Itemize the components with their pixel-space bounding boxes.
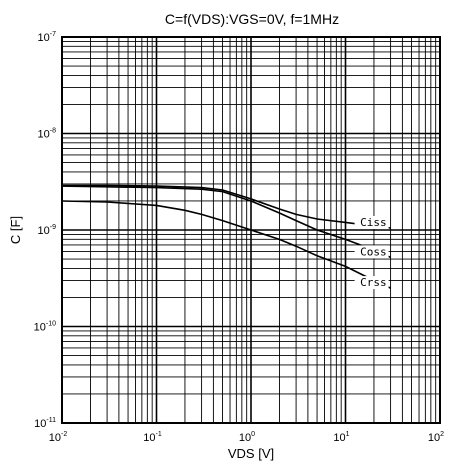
- series-label-ciss: Ciss: [360, 216, 387, 229]
- x-tick-exponent: -1: [156, 431, 162, 438]
- y-tick-label: 10-9: [38, 224, 57, 237]
- plot-series: Ciss Coss Crss: [61, 184, 391, 290]
- plot-frame: [61, 36, 441, 424]
- y-tick-exponent: -8: [50, 128, 56, 135]
- series-label-crss: Crss: [360, 276, 387, 289]
- x-tick-label: 102: [428, 431, 444, 444]
- x-tick-label: 100: [239, 431, 255, 444]
- x-axis-label: VDS [V]: [228, 446, 274, 461]
- y-tick-label: 10-7: [38, 31, 57, 44]
- y-tick-exponent: -10: [46, 321, 56, 328]
- x-tick-label: 10-2: [49, 431, 68, 444]
- y-tick-label: 10-10: [34, 321, 56, 334]
- series-line-coss: [61, 185, 391, 259]
- x-tick-label: 101: [333, 431, 349, 444]
- chart-title: C=f(VDS):VGS=0V, f=1MHz: [165, 11, 339, 27]
- y-axis-label: C [F]: [8, 216, 23, 244]
- x-tick-exponent: 0: [251, 431, 255, 438]
- x-tick-exponent: 1: [346, 431, 350, 438]
- y-tick-exponent: -7: [50, 31, 56, 38]
- series-label-bg: [354, 276, 389, 290]
- series-label-bg: [354, 215, 389, 229]
- series-line-ciss: [62, 184, 391, 229]
- plot-grid: [62, 37, 440, 423]
- y-tick-label: 10-11: [34, 417, 56, 430]
- y-tick-label: 10-8: [38, 128, 57, 141]
- y-tick-exponent: -11: [46, 417, 56, 424]
- series-line-crss: [61, 200, 391, 289]
- x-tick-exponent: 2: [440, 431, 444, 438]
- x-tick-exponent: -2: [61, 431, 67, 438]
- series-label-bg: [354, 245, 389, 259]
- x-tick-label: 10-1: [143, 431, 162, 444]
- series-label-coss: Coss: [360, 245, 387, 258]
- y-tick-exponent: -9: [50, 224, 56, 231]
